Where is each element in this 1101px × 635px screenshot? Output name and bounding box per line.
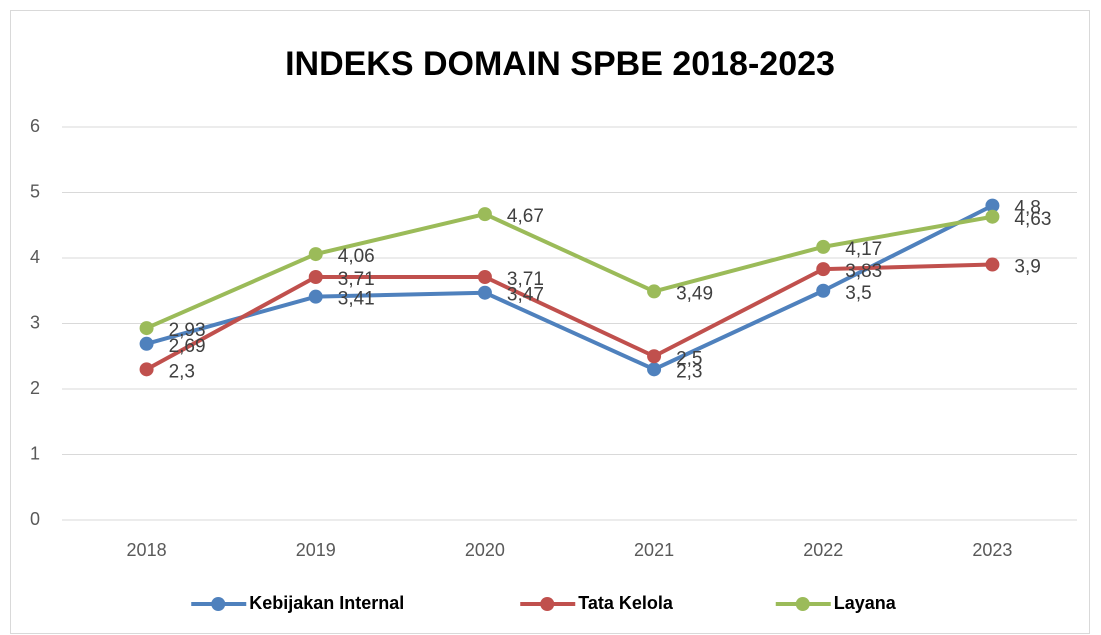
data-point xyxy=(985,209,1000,224)
data-point xyxy=(816,283,831,298)
legend-label: Layana xyxy=(834,593,897,613)
data-label: 2,3 xyxy=(676,361,702,382)
data-point xyxy=(647,349,662,364)
y-tick-label: 4 xyxy=(30,247,40,267)
data-point xyxy=(647,362,662,377)
series-line xyxy=(145,262,993,372)
y-tick-label: 5 xyxy=(30,181,40,201)
data-label: 3,71 xyxy=(507,269,544,290)
legend-marker xyxy=(540,597,555,611)
data-label: 2,3 xyxy=(169,361,195,382)
x-tick-label: 2018 xyxy=(127,540,167,560)
x-tick-label: 2021 xyxy=(634,540,674,560)
data-point xyxy=(985,257,1000,272)
data-label: 3,5 xyxy=(845,283,871,304)
data-point xyxy=(477,285,492,300)
series-line xyxy=(146,203,994,372)
legend-marker xyxy=(211,597,226,611)
chart-title: INDEKS DOMAIN SPBE 2018-2023 xyxy=(285,45,835,83)
data-label: 4,17 xyxy=(845,239,882,260)
data-label: 2,93 xyxy=(169,320,206,341)
data-label: 3,41 xyxy=(338,289,375,310)
y-tick-label: 6 xyxy=(30,116,40,136)
data-point xyxy=(308,289,323,304)
y-tick-label: 1 xyxy=(30,443,40,463)
data-label: 2,69 xyxy=(169,336,206,357)
data-point xyxy=(139,321,154,336)
data-label: 2,5 xyxy=(676,348,702,369)
x-tick-label: 2023 xyxy=(972,540,1012,560)
data-label: 3,49 xyxy=(676,283,713,304)
data-point xyxy=(647,284,662,299)
data-point xyxy=(816,239,831,254)
data-label: 3,71 xyxy=(338,269,375,290)
data-label: 3,83 xyxy=(845,261,882,282)
legend-label: Kebijakan Internal xyxy=(249,593,404,613)
data-point xyxy=(139,336,154,351)
data-label: 4,8 xyxy=(1014,198,1040,219)
data-point xyxy=(139,362,154,377)
series-line xyxy=(145,212,993,330)
data-label: 4,06 xyxy=(338,246,375,267)
x-tick-label: 2020 xyxy=(465,540,505,560)
y-tick-label: 3 xyxy=(30,312,40,332)
data-label: 3,47 xyxy=(507,285,544,306)
data-point xyxy=(985,198,1000,213)
legend-marker xyxy=(795,597,810,611)
data-label: 4,67 xyxy=(507,206,544,227)
data-point xyxy=(308,269,323,284)
x-tick-label: 2022 xyxy=(803,540,843,560)
data-point xyxy=(308,247,323,262)
data-label: 3,9 xyxy=(1014,257,1040,278)
y-tick-label: 0 xyxy=(30,509,40,529)
data-point xyxy=(477,269,492,284)
data-point xyxy=(477,207,492,222)
data-point xyxy=(816,262,831,277)
data-label: 4,63 xyxy=(1014,209,1051,230)
legend-label: Tata Kelola xyxy=(578,593,674,613)
y-tick-label: 2 xyxy=(30,378,40,398)
x-tick-label: 2019 xyxy=(296,540,336,560)
